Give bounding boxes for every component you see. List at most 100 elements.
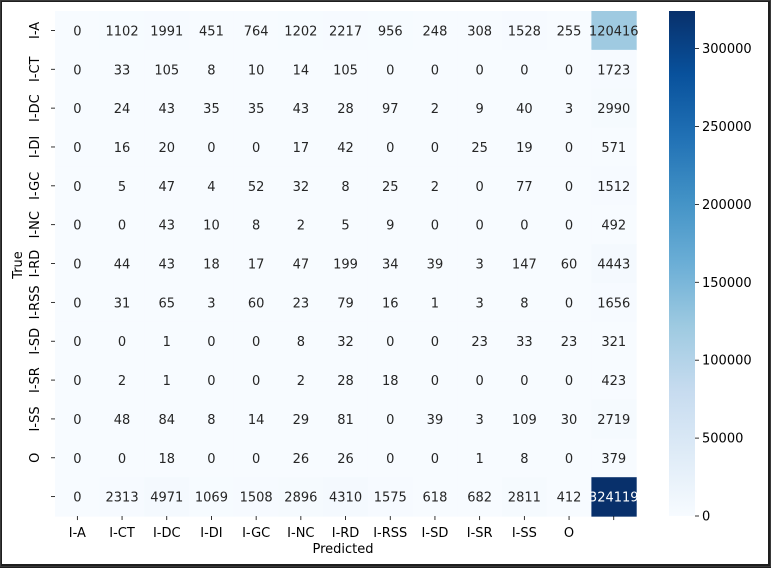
cell-value-label: 4443 [597,258,630,273]
colorbar-tick-label: 300000 [702,42,752,57]
heatmap-cell [189,205,235,245]
heatmap-cell [367,477,414,517]
heatmap-cell [144,438,190,478]
heatmap-cell [233,399,280,439]
heatmap-cell [278,321,324,362]
cell-value-label: 79 [337,296,354,311]
heatmap-cell [457,282,503,323]
cell-value-label: 26 [337,452,354,467]
heatmap-cell [233,438,280,478]
cell-value-label: 0 [565,219,573,234]
heatmap-cell [55,438,101,478]
cell-value-label: 0 [73,219,81,234]
heatmap-cell [412,205,458,245]
cell-value-label: 0 [431,141,439,156]
heatmap-cell [189,166,235,206]
heatmap-cell [502,399,548,439]
heatmap-cell [367,49,414,90]
heatmap-cell [144,166,190,206]
cell-value-label: 0 [476,374,484,389]
heatmap-cell [591,399,637,439]
cell-value-label: 97 [382,102,399,117]
y-tick-label: I-DC [28,94,43,122]
heatmap-cell [457,127,503,167]
heatmap-cell [233,88,280,129]
heatmap-cell [546,399,592,439]
cell-value-label: 10 [203,219,220,234]
x-tick-label: I-SS [512,526,537,541]
heatmap-cell [367,360,414,401]
cell-value-label: 0 [73,452,81,467]
heatmap-cell [457,477,503,517]
cell-value-label: 0 [431,63,439,78]
heatmap-cell [189,321,235,362]
cell-value-label: 1202 [284,24,317,39]
heatmap-cell [144,477,190,517]
cell-value-label: 10 [248,63,265,78]
heatmap-cell [278,88,324,129]
cell-value-label: 4 [207,180,215,195]
heatmap-cell [323,127,369,167]
cell-value-label: 1 [431,296,439,311]
cell-value-label: 35 [248,102,265,117]
heatmap-cell [278,438,324,478]
heatmap-cell [233,360,280,401]
heatmap-cell [189,282,235,323]
cell-value-label: 0 [565,296,573,311]
colorbar-tick-label: 250000 [702,120,752,135]
heatmap-cell [55,166,101,206]
cell-value-label: 2719 [597,413,630,428]
y-tick-label: I-RD [28,250,43,278]
heatmap-cell [412,11,458,51]
heatmap-cell [502,166,548,206]
cell-value-label: 0 [386,413,394,428]
y-tick-label: O [28,453,43,463]
cell-value-label: 43 [158,219,175,234]
heatmap-cell [546,166,592,206]
heatmap-cell [99,166,145,206]
heatmap-cell [144,49,190,90]
cell-value-label: 43 [293,102,310,117]
heatmap-cell [546,360,592,401]
heatmap-cell [502,88,548,129]
heatmap-cell [412,88,458,129]
x-tick-label: I-CT [109,526,135,541]
heatmap-cell [99,477,145,517]
cell-value-label: 0 [73,335,81,350]
cell-value-label: 0 [431,219,439,234]
cell-value-label: 0 [386,141,394,156]
cell-value-label: 9 [386,219,394,234]
colorbar-gradient [669,11,695,516]
cell-value-label: 35 [203,102,220,117]
cell-value-label: 682 [467,491,492,506]
heatmap-cell [546,477,592,517]
cell-value-label: 34 [382,258,399,273]
heatmap-cell [189,360,235,401]
heatmap-cell [502,360,548,401]
heatmap-cell [144,399,190,439]
heatmap-cell [457,205,503,245]
cell-value-label: 17 [248,258,265,273]
cell-value-label: 0 [73,491,81,506]
heatmap-cell [189,127,235,167]
cell-value-label: 1991 [150,24,183,39]
heatmap-cell [367,166,414,206]
colorbar-ticks: 0 50000 100000 150000 200000 250000 300000 [695,42,752,525]
heatmap-cell [323,166,369,206]
cell-value-label: 16 [114,141,131,156]
heatmap-cell [457,11,503,51]
heatmap-cell [323,438,369,478]
heatmap-cell [591,360,637,401]
heatmap-cell [412,127,458,167]
cell-value-label: 120416 [589,24,639,39]
heatmap-cell [99,127,145,167]
cell-value-label: 0 [476,219,484,234]
cell-value-label: 18 [203,258,220,273]
cell-value-label: 0 [73,296,81,311]
heatmap-cell [278,11,324,51]
cell-value-label: 0 [431,335,439,350]
heatmap-cell [278,244,324,284]
heatmap-cell [278,205,324,245]
cell-value-label: 308 [467,24,492,39]
